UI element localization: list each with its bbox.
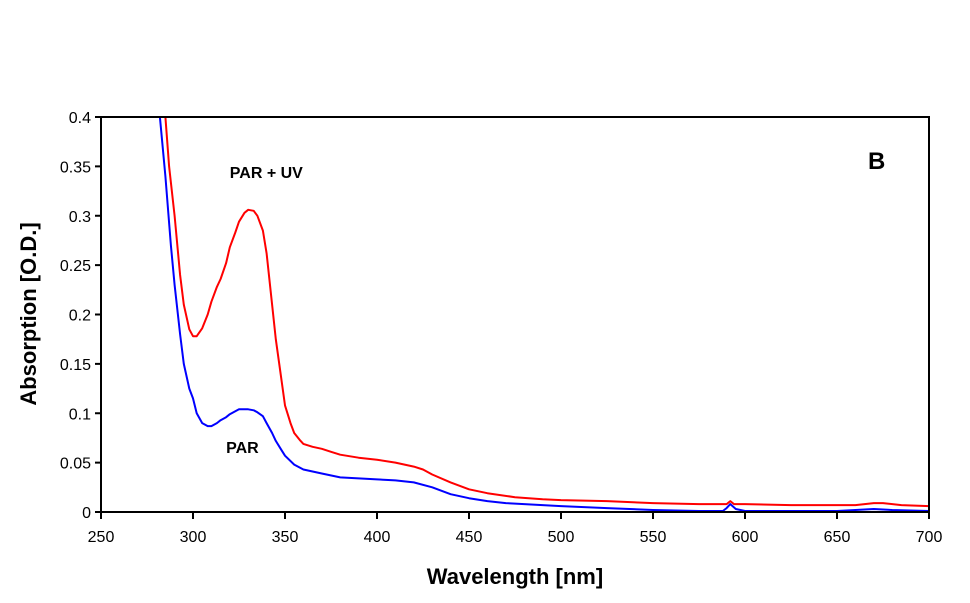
- x-tick-label: 700: [916, 529, 943, 546]
- y-axis: 0 0.05 0.1 0.15 0.2 0.25 0.3 0.35 0.4: [60, 110, 101, 522]
- y-tick-label: 0.1: [69, 406, 91, 423]
- y-tick-label: 0.35: [60, 159, 91, 176]
- y-tick-label: 0.4: [69, 110, 91, 127]
- y-tick-label: 0.05: [60, 456, 91, 473]
- annotation-par: PAR: [226, 440, 259, 457]
- x-tick-label: 450: [456, 529, 483, 546]
- x-axis: 250 300 350 400 450 500 550 600 650 700: [88, 512, 943, 546]
- x-tick-label: 500: [548, 529, 575, 546]
- annotation-par-uv: PAR + UV: [230, 165, 303, 182]
- x-tick-label: 650: [824, 529, 851, 546]
- x-tick-label: 400: [364, 529, 391, 546]
- y-tick-label: 0.15: [60, 357, 91, 374]
- x-axis-title: Wavelength [nm]: [427, 564, 603, 589]
- y-axis-title: Absorption [O.D.]: [16, 222, 41, 405]
- x-tick-label: 250: [88, 529, 115, 546]
- x-tick-label: 300: [180, 529, 207, 546]
- series-line-par: [158, 116, 930, 512]
- x-tick-label: 550: [640, 529, 667, 546]
- y-tick-label: 0.3: [69, 209, 91, 226]
- x-tick-label: 350: [272, 529, 299, 546]
- panel-label: B: [868, 148, 885, 175]
- y-tick-label: 0: [82, 505, 91, 522]
- series-line-par-uv: [164, 116, 930, 508]
- y-tick-label: 0.25: [60, 258, 91, 275]
- y-tick-label: 0.2: [69, 308, 91, 325]
- x-tick-label: 600: [732, 529, 759, 546]
- series-group: [158, 116, 930, 512]
